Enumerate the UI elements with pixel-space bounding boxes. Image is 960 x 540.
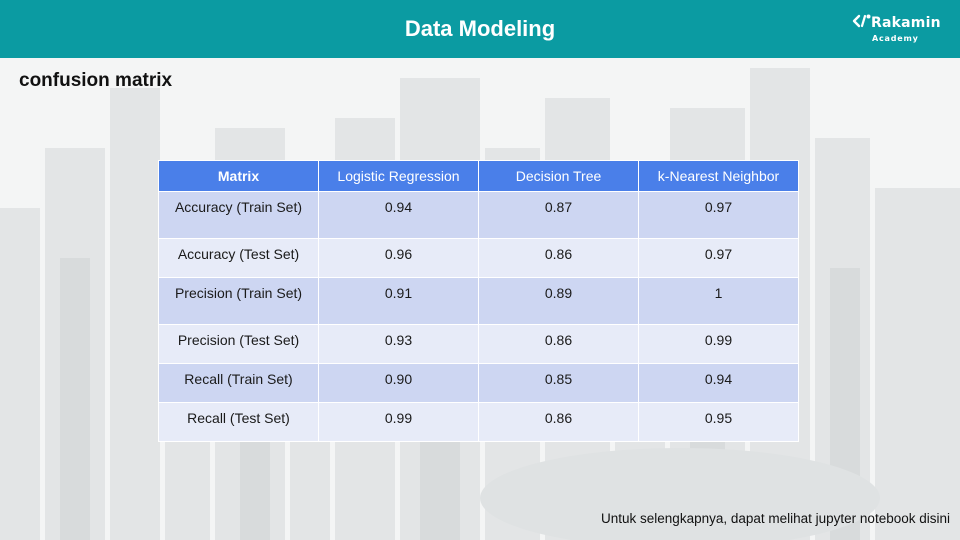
metrics-table: Matrix Logistic Regression Decision Tree… — [158, 160, 799, 442]
row-label-cell: Precision (Train Set) — [158, 277, 319, 325]
table-cell: 0.86 — [478, 324, 639, 364]
footer-note: Untuk selengkapnya, dapat melihat jupyte… — [601, 511, 950, 526]
table-cell: 1 — [638, 277, 799, 325]
table-cell: 0.89 — [478, 277, 639, 325]
table-cell: 0.94 — [318, 191, 479, 239]
table-cell: 0.86 — [478, 402, 639, 442]
table-cell: 0.99 — [318, 402, 479, 442]
table-cell: 0.86 — [478, 238, 639, 278]
row-label-cell: Recall (Test Set) — [158, 402, 319, 442]
row-label-cell: Recall (Train Set) — [158, 363, 319, 403]
table-header-row: Matrix Logistic Regression Decision Tree… — [158, 160, 799, 192]
logo-name: Rakamin — [871, 15, 941, 31]
table-cell: 0.87 — [478, 191, 639, 239]
table-row: Recall (Test Set) 0.99 0.86 0.95 — [158, 402, 799, 442]
table-cell: 0.85 — [478, 363, 639, 403]
table-cell: 0.96 — [318, 238, 479, 278]
header-bar: Data Modeling Rakamin Academy — [0, 0, 960, 58]
table-cell: 0.90 — [318, 363, 479, 403]
table-cell: 0.97 — [638, 238, 799, 278]
table-row: Recall (Train Set) 0.90 0.85 0.94 — [158, 363, 799, 403]
logo-subtitle: Academy — [872, 34, 919, 43]
rakamin-logo: Rakamin Academy — [852, 12, 952, 46]
row-label-cell: Accuracy (Train Set) — [158, 191, 319, 239]
column-header: Decision Tree — [478, 160, 639, 192]
table-cell: 0.99 — [638, 324, 799, 364]
table-row: Precision (Test Set) 0.93 0.86 0.99 — [158, 324, 799, 364]
column-header: Logistic Regression — [318, 160, 479, 192]
code-bracket-icon — [852, 14, 871, 28]
table-cell: 0.97 — [638, 191, 799, 239]
table-row: Accuracy (Train Set) 0.94 0.87 0.97 — [158, 191, 799, 239]
row-label-cell: Precision (Test Set) — [158, 324, 319, 364]
column-header: k-Nearest Neighbor — [638, 160, 799, 192]
table-cell: 0.95 — [638, 402, 799, 442]
table-row: Accuracy (Test Set) 0.96 0.86 0.97 — [158, 238, 799, 278]
table-cell: 0.93 — [318, 324, 479, 364]
table-row: Precision (Train Set) 0.91 0.89 1 — [158, 277, 799, 325]
page-title: Data Modeling — [404, 16, 556, 41]
table-cell: 0.91 — [318, 277, 479, 325]
column-header: Matrix — [158, 160, 319, 192]
metrics-table-container: Matrix Logistic Regression Decision Tree… — [158, 160, 799, 442]
row-label-cell: Accuracy (Test Set) — [158, 238, 319, 278]
table-cell: 0.94 — [638, 363, 799, 403]
section-heading: confusion matrix — [19, 70, 173, 91]
